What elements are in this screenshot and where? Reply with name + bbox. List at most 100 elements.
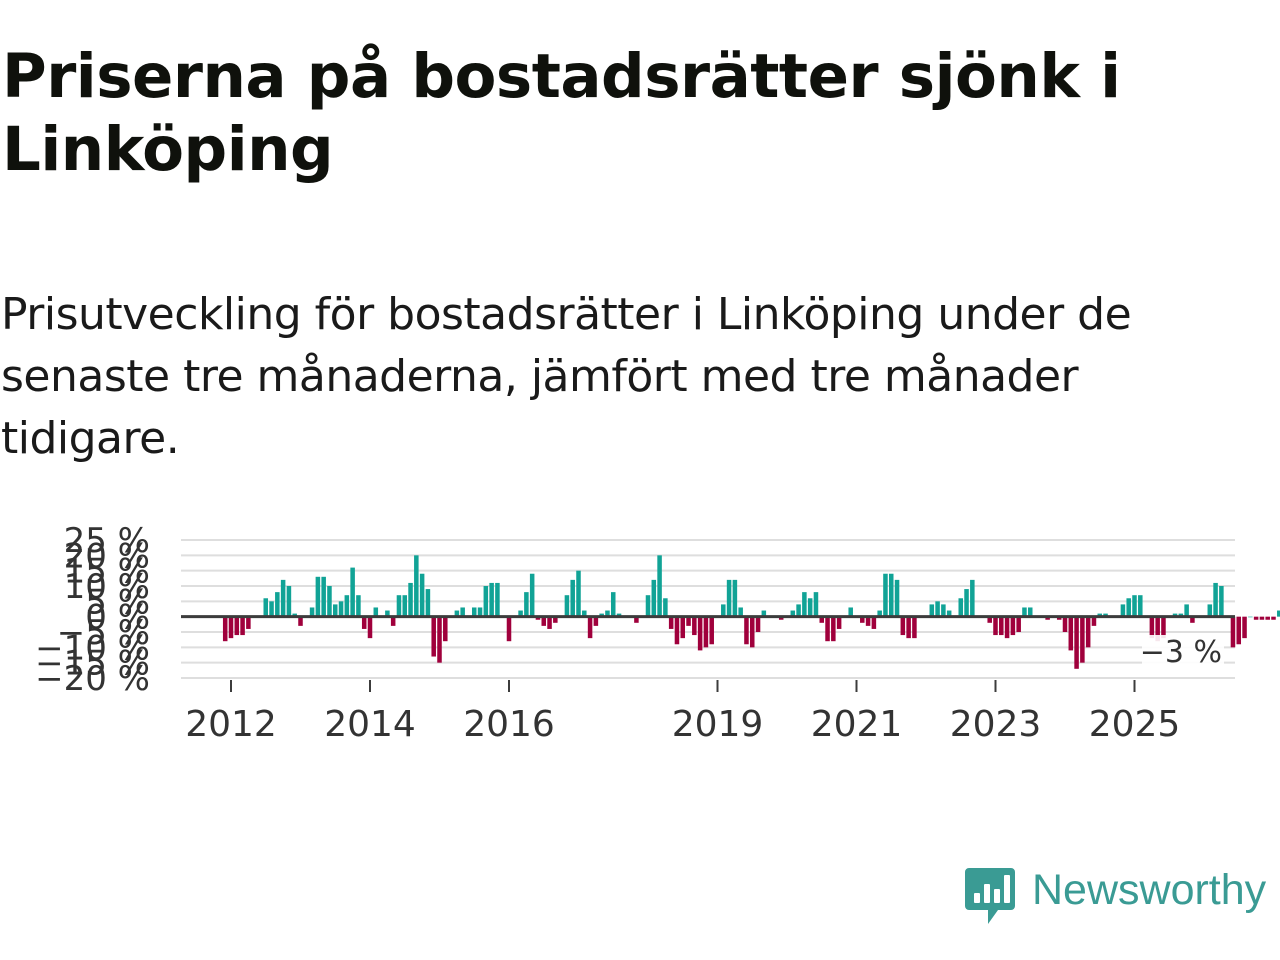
bar <box>1027 607 1033 617</box>
y-tick-label: 0 % <box>85 598 150 638</box>
bar <box>222 616 228 642</box>
bar <box>402 595 408 617</box>
bar <box>999 616 1004 636</box>
x-axis-ticks: 2012 2014 2016 2019 2021 2023 2025 <box>185 680 1180 745</box>
bars <box>222 555 1280 669</box>
bar <box>541 616 547 626</box>
bar <box>935 601 940 617</box>
bar <box>356 595 361 617</box>
bar <box>309 607 315 617</box>
bar <box>483 586 489 617</box>
bar <box>443 616 448 642</box>
newsworthy-logo-text: Newsworthy <box>1032 866 1267 914</box>
bar <box>744 616 749 645</box>
bar <box>802 592 807 617</box>
bar <box>674 616 680 645</box>
newsworthy-logo: Newsworthy <box>962 862 1278 928</box>
bar <box>1172 613 1178 617</box>
bar <box>703 616 709 648</box>
bar <box>813 592 819 617</box>
x-tick-label: 2023 <box>950 704 1042 745</box>
bar <box>1277 610 1280 617</box>
bar <box>605 610 610 617</box>
x-tick-label: 2025 <box>1089 704 1181 745</box>
last-value-label: −3 % <box>1140 635 1222 670</box>
bar <box>848 607 853 617</box>
bar <box>1062 616 1068 632</box>
bar <box>361 616 367 629</box>
bar <box>1248 616 1253 618</box>
bar <box>1155 616 1160 642</box>
x-tick-label: 2019 <box>672 704 764 745</box>
bar <box>367 616 373 639</box>
bar <box>778 616 784 620</box>
bar <box>234 616 240 636</box>
bar <box>460 607 465 617</box>
bar <box>941 604 946 617</box>
bar <box>1056 616 1062 620</box>
bar <box>576 570 581 617</box>
bar <box>894 579 900 617</box>
bar <box>425 589 431 617</box>
bar <box>593 616 599 626</box>
bar <box>883 573 888 617</box>
y-tick-label: 25 % <box>64 521 150 561</box>
bar <box>1178 613 1184 617</box>
bar <box>1132 595 1137 617</box>
x-tick-label: 2014 <box>324 704 416 745</box>
bar <box>524 592 529 617</box>
bar <box>292 613 297 617</box>
bar <box>987 616 992 623</box>
bar <box>518 610 523 617</box>
bar <box>489 582 494 617</box>
bar <box>269 601 274 617</box>
bar <box>1074 616 1079 669</box>
bar <box>535 616 541 620</box>
bar <box>912 616 917 639</box>
bar <box>1126 598 1131 617</box>
bar <box>1230 616 1236 648</box>
bar <box>454 610 460 617</box>
bar <box>344 595 350 617</box>
bar <box>338 601 344 617</box>
bar <box>315 576 321 617</box>
bar <box>1161 616 1166 639</box>
bar <box>240 616 245 636</box>
bar <box>686 616 691 626</box>
bar <box>1190 616 1195 623</box>
bar <box>663 598 668 617</box>
bar <box>657 555 662 617</box>
bar <box>877 610 882 617</box>
bar <box>946 610 952 617</box>
x-tick-label: 2016 <box>463 704 555 745</box>
bar <box>553 616 558 623</box>
bar <box>587 616 593 639</box>
bar <box>332 604 338 617</box>
bar <box>599 613 604 617</box>
y-tick-label: 20 % <box>64 536 150 576</box>
bar <box>865 616 871 626</box>
bar <box>1022 607 1027 617</box>
bar <box>547 616 552 629</box>
bar <box>471 607 477 617</box>
bar <box>1045 616 1050 620</box>
bar <box>495 582 500 617</box>
bar <box>275 592 280 617</box>
bar <box>819 616 825 623</box>
bar <box>709 616 714 645</box>
y-tick-label: 15 % <box>64 552 150 592</box>
bar <box>228 616 234 639</box>
bar <box>761 610 767 617</box>
bar <box>321 576 326 617</box>
bar <box>738 607 743 617</box>
bar <box>1265 616 1270 620</box>
bar <box>350 567 355 617</box>
bar <box>280 579 286 617</box>
bar <box>721 604 726 617</box>
bar <box>755 616 761 632</box>
bar <box>1149 616 1155 639</box>
bar <box>906 616 911 639</box>
bar <box>958 598 964 617</box>
bar <box>570 579 575 617</box>
y-tick-label: 5 % <box>85 582 150 622</box>
